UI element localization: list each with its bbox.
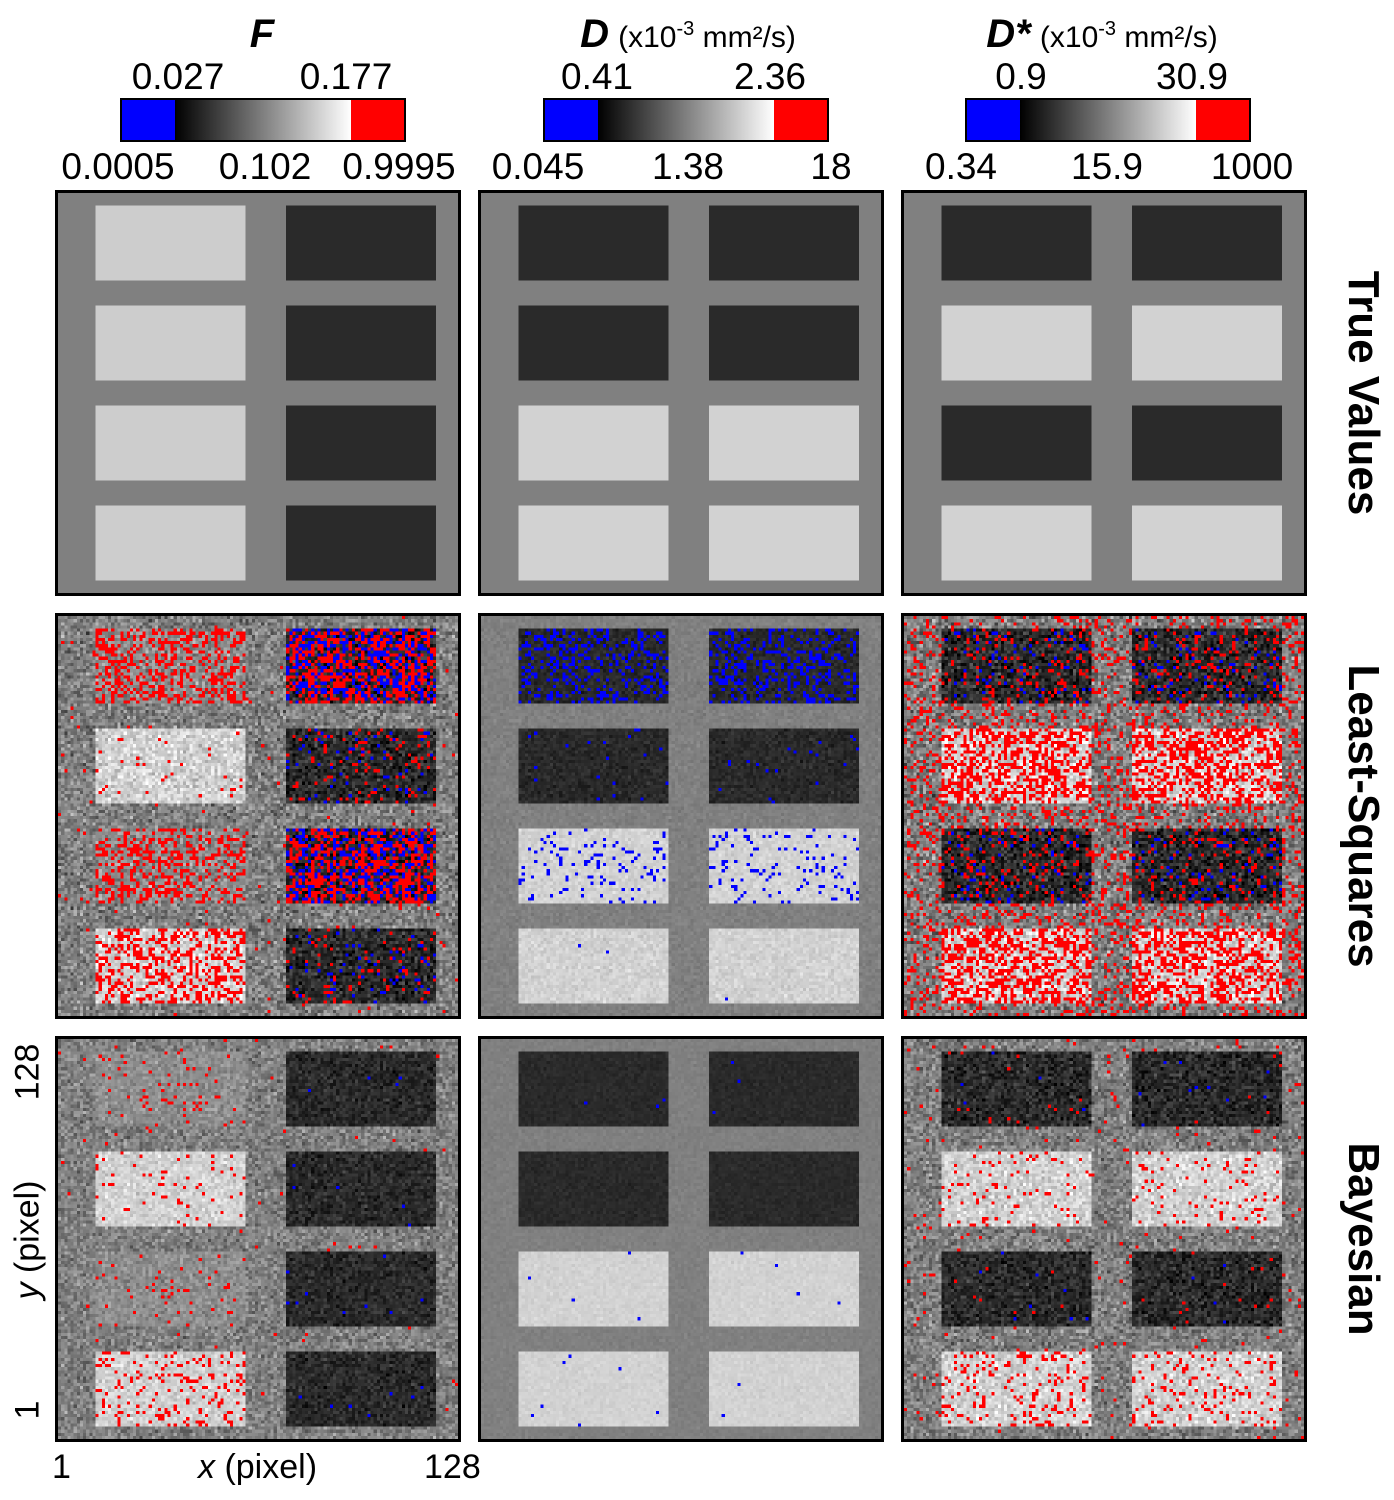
colorbar-high-segment (774, 100, 827, 140)
colorbar-lower-tick: 0.34 (924, 146, 998, 187)
x-axis-label: x (pixel) (198, 1448, 317, 1487)
unit-exponent: -3 (1098, 18, 1117, 40)
colorbar-lower-tick: 18 (810, 146, 852, 187)
unit-prefix: (x10 (1039, 21, 1099, 54)
parameter-map (58, 1039, 458, 1439)
colorbar-upper-tick: 0.9 (995, 56, 1047, 97)
row-label-true-values: True Values (1339, 270, 1388, 516)
parameter-map (481, 193, 881, 593)
x-axis-max: 128 (424, 1448, 481, 1486)
colorbar-low-segment (122, 100, 175, 140)
parameter-map (481, 1039, 881, 1439)
y-axis-var: y (8, 1282, 47, 1300)
colorbar-gradient (598, 100, 774, 140)
unit-rest: mm²/s) (1116, 21, 1218, 54)
colorbar-gradient (175, 100, 351, 140)
colorbar-dstar (965, 98, 1251, 142)
colorbar-lower-tick: 0.102 (218, 146, 312, 187)
parameter-map (481, 616, 881, 1016)
colorbar-lower-tick: 15.9 (1070, 146, 1144, 187)
colorbar-lower-tick: 0.0005 (61, 146, 175, 187)
y-axis-min: 1 (8, 1400, 47, 1420)
x-axis-unit: (pixel) (215, 1448, 318, 1486)
colorbar-lower-tick: 1.38 (651, 146, 725, 187)
x-axis-min: 1 (52, 1448, 71, 1486)
unit-exponent: -3 (676, 18, 695, 40)
colorbar-upper-tick: 2.36 (733, 56, 807, 97)
colorbar-lower-tick: 0.045 (491, 146, 585, 187)
panel-bayes-dstar (901, 1036, 1307, 1442)
param-symbol: F (249, 12, 275, 56)
colorbar-high-segment (1196, 100, 1249, 140)
panel-ls-d (478, 613, 884, 1019)
parameter-map (904, 616, 1304, 1016)
panel-true-dstar (901, 190, 1307, 596)
unit-prefix: (x10 (618, 21, 677, 54)
colorbar-low-segment (545, 100, 598, 140)
column-title-dstar: D* (x10-3 mm²/s) (892, 12, 1312, 57)
colorbar-f (120, 98, 406, 142)
panel-bayes-f (55, 1036, 461, 1442)
colorbar-d (543, 98, 829, 142)
y-axis-label: y (pixel) (9, 1180, 48, 1299)
column-title-f: F (52, 12, 472, 57)
colorbar-upper-tick: 0.41 (560, 56, 634, 97)
colorbar-lower-tick: 0.9995 (342, 146, 456, 187)
y-axis-unit: (pixel) (8, 1180, 47, 1283)
panel-ls-f (55, 613, 461, 1019)
panel-true-f (55, 190, 461, 596)
parameter-map (904, 1039, 1304, 1439)
parameter-map (58, 616, 458, 1016)
y-axis-max: 128 (8, 1043, 47, 1101)
parameter-map (904, 193, 1304, 593)
column-title-d: D (x10-3 mm²/s) (478, 12, 898, 57)
panel-true-d (478, 190, 884, 596)
colorbar-upper-tick: 0.027 (131, 56, 225, 97)
colorbar-upper-tick: 30.9 (1155, 56, 1229, 97)
panel-bayes-d (478, 1036, 884, 1442)
row-label-least-squares: Least-Squares (1339, 664, 1388, 968)
param-symbol: D* (986, 12, 1031, 56)
x-axis-var: x (198, 1448, 215, 1486)
unit-rest: mm²/s) (694, 21, 796, 54)
parameter-map (58, 193, 458, 593)
colorbar-low-segment (967, 100, 1020, 140)
panel-ls-dstar (901, 613, 1307, 1019)
row-label-bayesian: Bayesian (1339, 1142, 1388, 1336)
colorbar-upper-tick: 0.177 (299, 56, 393, 97)
param-symbol: D (580, 12, 609, 56)
colorbar-lower-tick: 1000 (1210, 146, 1294, 187)
colorbar-high-segment (351, 100, 404, 140)
colorbar-gradient (1020, 100, 1196, 140)
